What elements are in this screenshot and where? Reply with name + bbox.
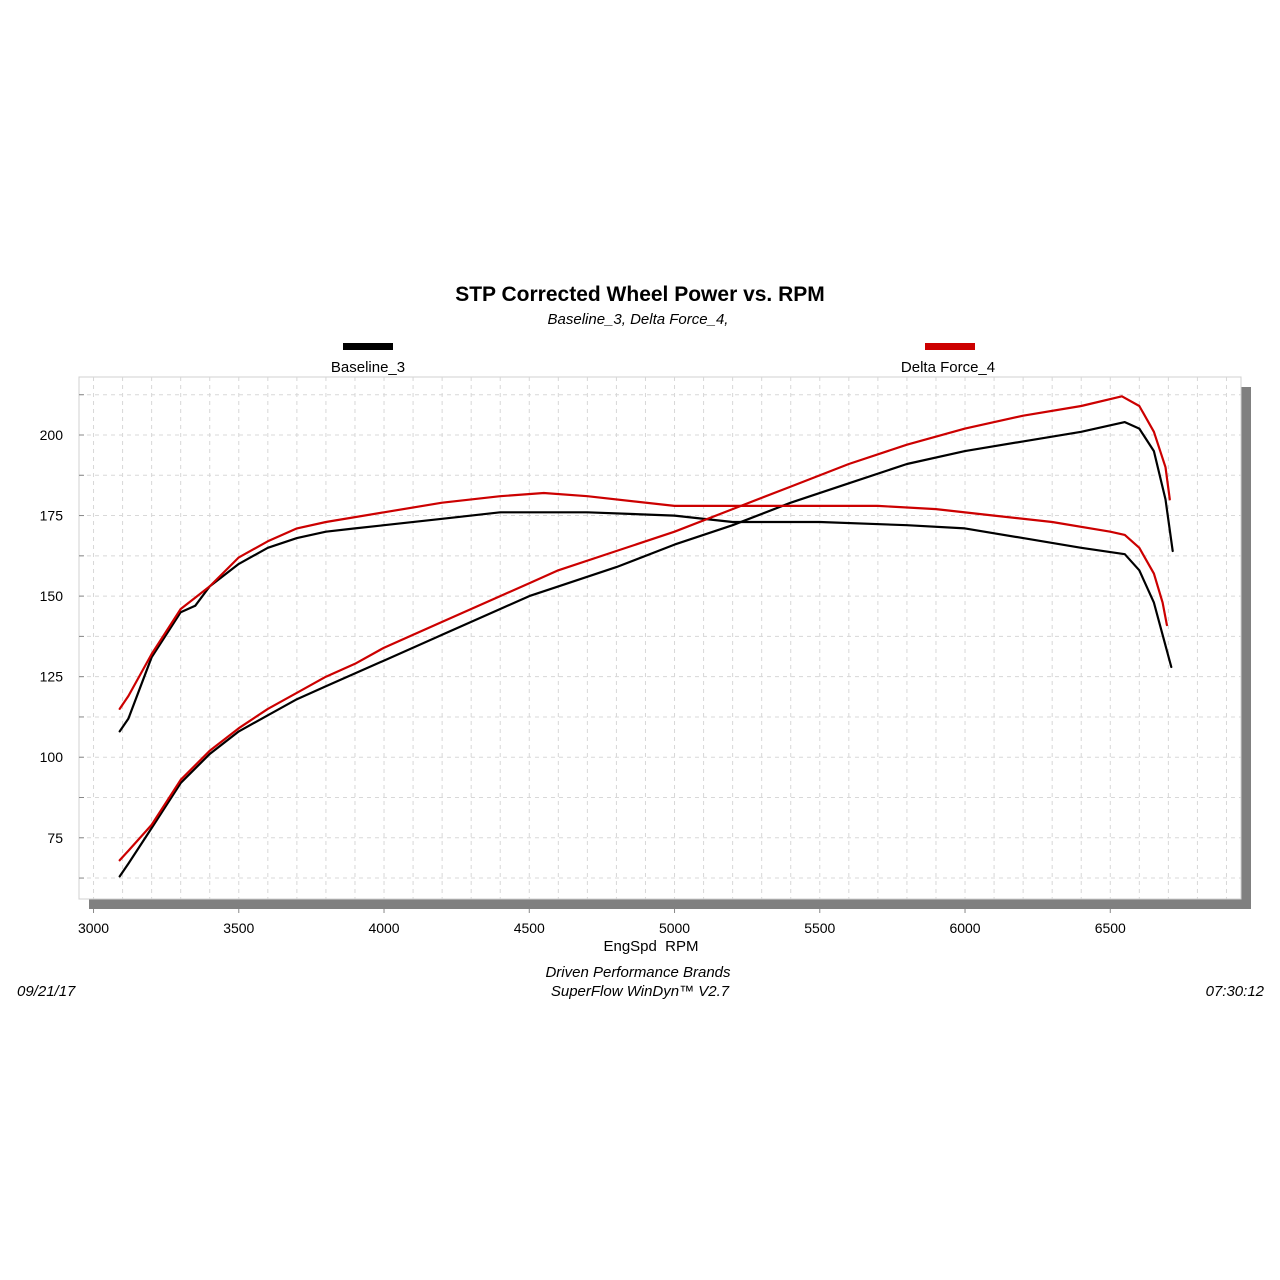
legend: Baseline_3 Delta Force_4 — [331, 343, 995, 376]
plot-area — [78, 376, 1242, 900]
chart-subtitle: Baseline_3, Delta Force_4, — [548, 311, 729, 328]
footer-software: SuperFlow WinDyn™ V2.7 — [551, 983, 730, 1000]
x-tick-label: 5000 — [659, 920, 690, 936]
y-tick-label: 150 — [40, 588, 64, 604]
legend-label-baseline: Baseline_3 — [331, 359, 405, 376]
x-tick-label: 3000 — [78, 920, 109, 936]
grid-lines — [79, 377, 1241, 899]
axis-ticks: 3000 3500 4000 4500 5000 5500 6000 6500 75 100 125… — [40, 394, 1126, 936]
x-axis-label: EngSpd RPM — [603, 938, 698, 955]
footer-time: 07:30:12 — [1206, 983, 1265, 1000]
series-line-baseline-3-power — [118, 421, 1174, 878]
legend-swatch-baseline — [343, 343, 393, 350]
series-line-baseline-3-torque — [118, 511, 1173, 733]
y-tick-label: 75 — [47, 830, 63, 846]
footer-date: 09/21/17 — [17, 983, 76, 1000]
y-tick-label: 175 — [40, 508, 64, 524]
series-line-delta-force-4-power — [118, 395, 1171, 862]
y-tick-label: 100 — [40, 749, 64, 765]
footer-company: Driven Performance Brands — [545, 964, 731, 981]
x-tick-label: 4500 — [514, 920, 545, 936]
x-tick-label: 4000 — [368, 920, 399, 936]
y-tick-label: 125 — [40, 669, 64, 685]
x-tick-label: 6000 — [949, 920, 980, 936]
y-tick-label: 200 — [40, 427, 64, 443]
chart-title: STP Corrected Wheel Power vs. RPM — [455, 283, 825, 306]
series-line-delta-force-4-torque — [118, 491, 1169, 711]
x-tick-label: 6500 — [1095, 920, 1126, 936]
series-lines — [118, 395, 1174, 878]
x-tick-label: 3500 — [223, 920, 254, 936]
x-tick-label: 5500 — [804, 920, 835, 936]
legend-swatch-delta-force — [925, 343, 975, 350]
legend-label-delta-force: Delta Force_4 — [901, 359, 995, 376]
